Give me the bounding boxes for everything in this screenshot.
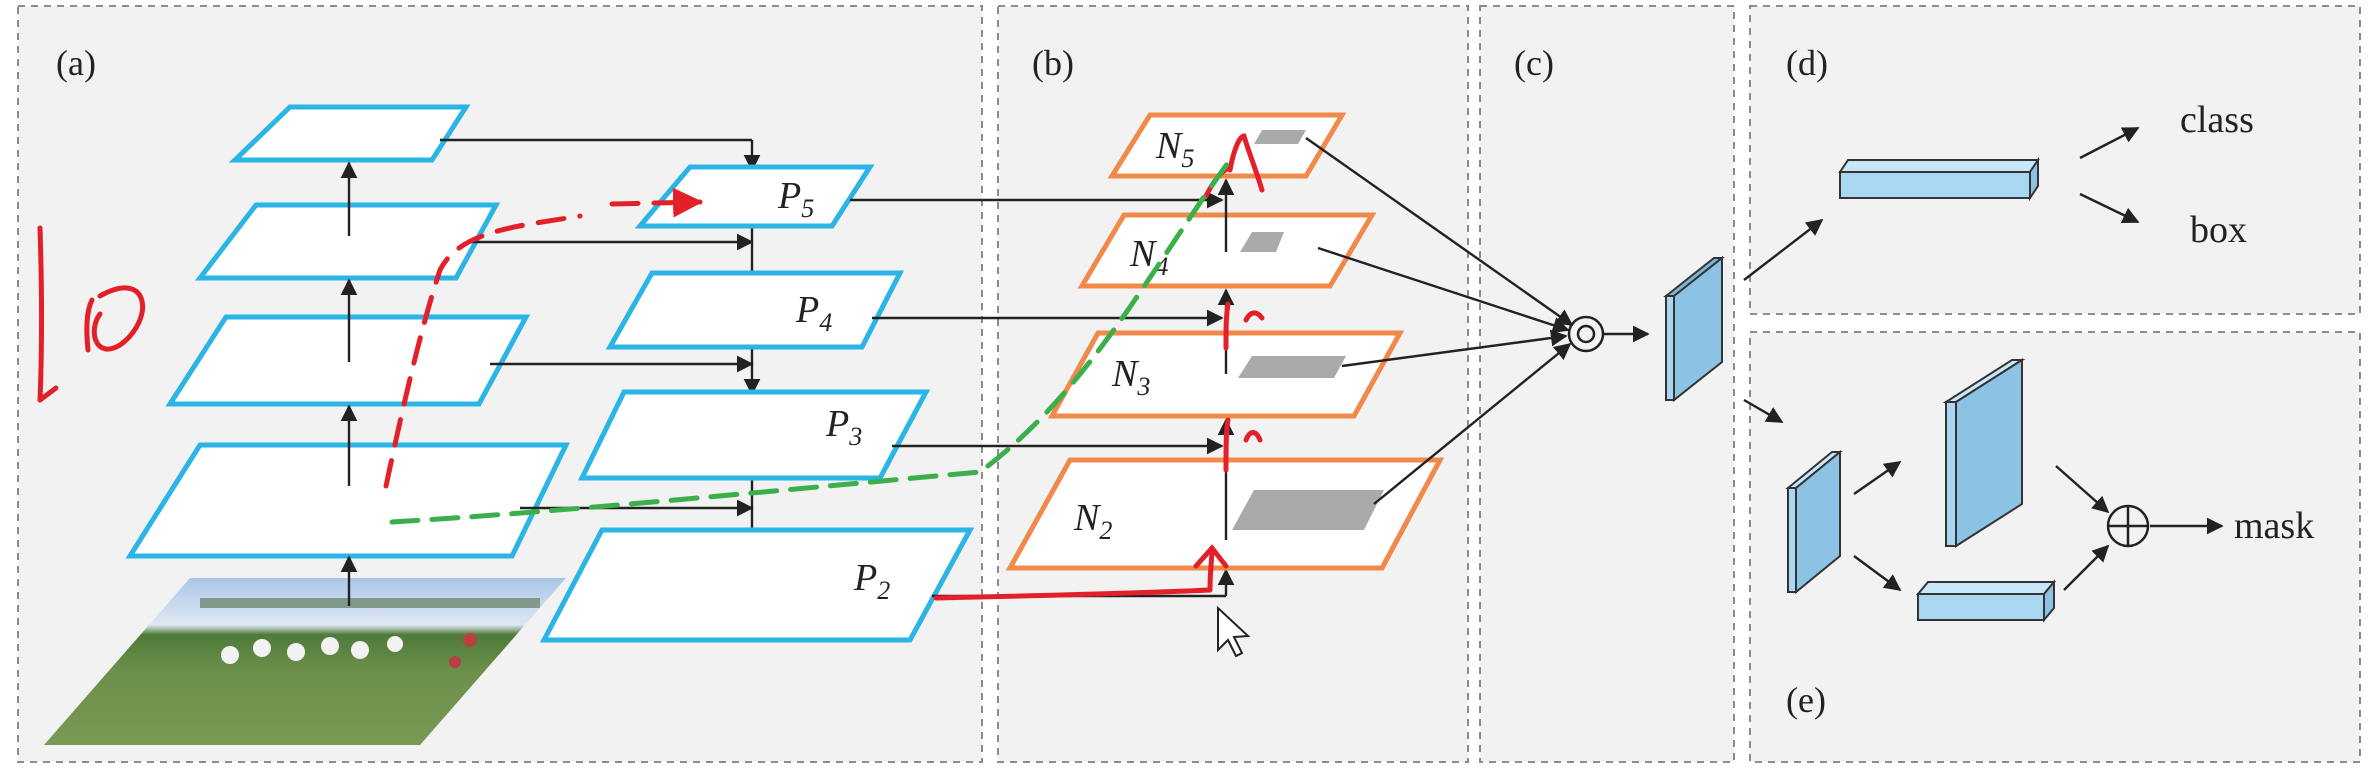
fused-feature-block [1663, 255, 1725, 403]
panel-e [1749, 331, 2361, 763]
mask-feature-flat [1915, 579, 2057, 623]
roi-patch-n5 [1254, 130, 1306, 144]
green-annotation-dashes [389, 157, 1233, 525]
mouse-cursor-icon [1217, 605, 1251, 658]
p2-label: P2 [853, 557, 890, 605]
panel-a-label: (a) [56, 43, 96, 83]
n2-label: N2 [1073, 497, 1112, 545]
panel-d [1749, 5, 2361, 315]
p4-label: P4 [795, 289, 832, 337]
panel-b-label: (b) [1032, 43, 1074, 83]
p5-label: P5 [777, 175, 814, 223]
panel-e-label: (e) [1786, 680, 1826, 720]
fusion-node-icon [1567, 315, 1605, 353]
pan-level-n3 [1047, 330, 1405, 419]
n5-label: N5 [1155, 125, 1194, 173]
mask-feature-small [1785, 449, 1843, 595]
fc-feature-block [1838, 156, 2040, 202]
p3-label: P3 [825, 403, 862, 451]
roi-patch-n4 [1240, 232, 1284, 252]
backbone-layer-2 [125, 442, 570, 559]
class-output-label: class [2180, 99, 2254, 141]
panel-c [1479, 5, 1735, 763]
panel-c-label: (c) [1514, 43, 1554, 83]
backbone-layer-5 [228, 104, 471, 163]
box-output-label: box [2190, 209, 2247, 251]
backbone-layer-4 [194, 202, 501, 281]
mask-feature-large [1942, 358, 2026, 548]
n3-label: N3 [1111, 353, 1150, 401]
sum-node-icon [2106, 504, 2150, 548]
red-annotation-strokes [37, 133, 1265, 601]
roi-patch-n2 [1232, 490, 1384, 530]
fpn-level-p2 [539, 527, 975, 643]
input-image [44, 578, 566, 745]
mask-output-label: mask [2234, 505, 2314, 547]
fpn-level-p3 [577, 389, 931, 481]
roi-patch-n3 [1238, 356, 1346, 378]
n4-label: N4 [1129, 233, 1168, 281]
panel-d-label: (d) [1786, 43, 1828, 83]
fpn-level-p4 [605, 270, 905, 350]
